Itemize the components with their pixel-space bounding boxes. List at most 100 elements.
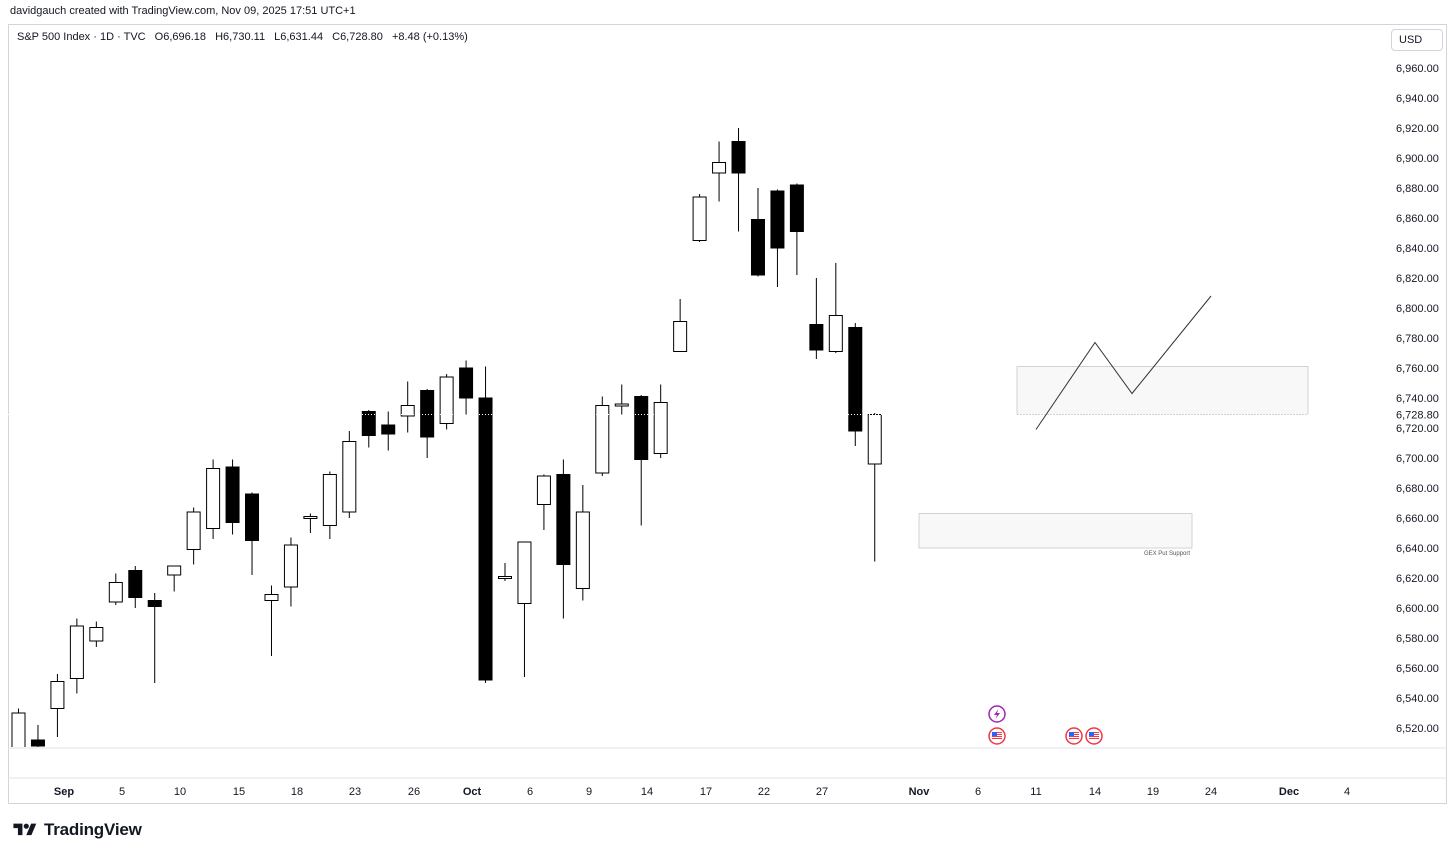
price-tick-label: 6,800.00 <box>1396 303 1439 315</box>
candle-body-bullish <box>69 625 84 679</box>
time-tick-label: 14 <box>641 786 653 798</box>
candle[interactable] <box>498 563 512 581</box>
candle[interactable] <box>536 474 551 531</box>
candle-body-bearish <box>478 397 493 681</box>
candle-body-bullish <box>517 541 532 604</box>
candle[interactable] <box>420 389 435 458</box>
time-tick-label: 5 <box>119 786 125 798</box>
candle[interactable] <box>828 263 843 353</box>
candle[interactable] <box>381 411 396 451</box>
candle[interactable] <box>400 381 415 433</box>
time-tick-label: 6 <box>527 786 533 798</box>
candle-body-bullish <box>439 376 454 424</box>
candle[interactable] <box>30 725 45 758</box>
price-tick-label: 6,720.00 <box>1396 423 1439 435</box>
candle[interactable] <box>50 674 65 737</box>
candle[interactable] <box>11 708 26 766</box>
lightning-icon[interactable] <box>988 705 1006 723</box>
time-tick-label: 15 <box>233 786 245 798</box>
candle-body-bearish <box>245 493 260 541</box>
candle[interactable] <box>731 128 746 232</box>
candle[interactable] <box>634 395 649 526</box>
price-tick-label: 6,660.00 <box>1396 513 1439 525</box>
legend-change: +8.48 (+0.13%) <box>391 31 468 43</box>
candle[interactable] <box>595 396 610 477</box>
us-flag-icon[interactable] <box>988 727 1006 745</box>
candle-body-bullish <box>283 544 298 588</box>
us-flag-icon-canton <box>1089 732 1094 736</box>
candle-body-bearish <box>750 219 765 276</box>
candle[interactable] <box>750 188 765 277</box>
candle[interactable] <box>712 141 727 202</box>
candle[interactable] <box>147 593 162 683</box>
candle[interactable] <box>342 431 357 518</box>
price-tick-label: 6,880.00 <box>1396 183 1439 195</box>
candle[interactable] <box>575 485 590 601</box>
candle-body-bullish <box>400 405 415 417</box>
candle[interactable] <box>303 513 318 534</box>
projection-line[interactable] <box>1035 295 1212 430</box>
candle-body-bullish <box>653 402 668 454</box>
price-zone[interactable] <box>918 513 1193 549</box>
candle[interactable] <box>478 366 493 684</box>
time-tick-label: 10 <box>174 786 186 798</box>
candle[interactable] <box>89 621 104 648</box>
us-flag-icon[interactable] <box>1065 727 1083 745</box>
tradingview-logo[interactable]: TradingView <box>10 820 142 840</box>
candle-body-bullish <box>536 475 551 505</box>
price-zone[interactable] <box>1016 366 1309 415</box>
candle-body-bullish <box>692 196 707 241</box>
candle-body-bullish <box>108 582 123 603</box>
candle[interactable] <box>264 585 279 657</box>
candle[interactable] <box>439 374 454 430</box>
legend-close: C6,728.80 <box>332 31 383 43</box>
candle[interactable] <box>770 189 785 288</box>
time-axis: Sep 5 10 15 18 23 26 Oct 6 9 14 17 22 27 Nov 6 11 14 19 24 D… <box>54 786 1350 798</box>
candle[interactable] <box>867 413 882 562</box>
price-tick-label: 6,820.00 <box>1396 273 1439 285</box>
price-tick-label: 6,520.00 <box>1396 723 1439 735</box>
candle[interactable] <box>108 573 123 606</box>
candle-body-bearish <box>634 396 649 460</box>
currency-button[interactable]: USD <box>1391 29 1443 51</box>
lightning-icon-bolt <box>994 709 1000 719</box>
time-tick-label: 14 <box>1089 786 1101 798</box>
candle[interactable] <box>614 384 629 415</box>
price-tick-label: 6,580.00 <box>1396 633 1439 645</box>
candle[interactable] <box>245 492 260 576</box>
candle-body-bearish <box>848 327 863 432</box>
time-tick-label: 23 <box>349 786 361 798</box>
candle[interactable] <box>283 537 298 607</box>
price-tick-label: 6,700.00 <box>1396 453 1439 465</box>
price-tick-label: 6,960.00 <box>1396 63 1439 75</box>
candle-body-bearish <box>789 184 804 232</box>
candle[interactable] <box>167 565 182 592</box>
candle[interactable] <box>361 410 376 448</box>
candle[interactable] <box>128 566 143 608</box>
candle-body-bullish <box>50 681 65 709</box>
price-tick-label: 6,620.00 <box>1396 573 1439 585</box>
candle[interactable] <box>692 194 707 242</box>
candles-layer <box>8 128 1388 766</box>
candle[interactable] <box>673 299 688 352</box>
candle[interactable] <box>653 384 668 459</box>
candle[interactable] <box>517 541 532 677</box>
candle[interactable] <box>848 323 863 446</box>
time-tick-label: 6 <box>975 786 981 798</box>
candle[interactable] <box>322 471 337 540</box>
event-markers <box>988 705 1103 745</box>
candle[interactable] <box>69 618 84 694</box>
price-tick-label: 6,680.00 <box>1396 483 1439 495</box>
candle[interactable] <box>186 507 201 565</box>
candle[interactable] <box>225 459 240 535</box>
candle[interactable] <box>556 459 571 619</box>
candle[interactable] <box>206 459 221 540</box>
legend-symbol: S&P 500 Index · 1D · TVC <box>17 31 146 43</box>
us-flag-icon[interactable] <box>1085 727 1103 745</box>
candle-body-bearish <box>30 739 45 747</box>
candle[interactable] <box>789 183 804 276</box>
projection-layer <box>1035 295 1212 430</box>
candle[interactable] <box>809 278 824 359</box>
candle[interactable] <box>459 360 474 415</box>
